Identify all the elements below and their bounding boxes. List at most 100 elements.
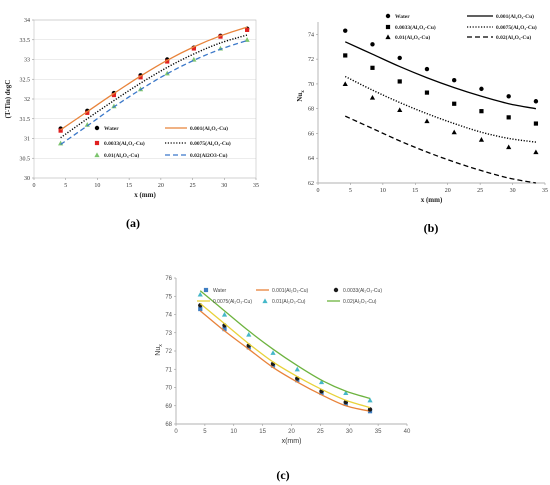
data-point [218, 34, 223, 39]
x-tick-label: 0 [174, 429, 178, 435]
x-tick-label: 25 [190, 183, 196, 189]
legend-marker-swatch [385, 13, 391, 19]
data-point [197, 291, 203, 297]
y-tick-label: 31.5 [20, 117, 31, 123]
data-point [424, 90, 430, 95]
data-point [85, 110, 90, 115]
y-axis-label-sub: x [301, 90, 306, 93]
x-tick-label: 5 [64, 183, 67, 189]
legend-marker-swatch [94, 152, 100, 158]
y-tick-label: 33.5 [20, 38, 31, 44]
legend-label: 0.01(Al₂O₃-Cu) [272, 299, 306, 305]
y-tick-label: 30.5 [20, 156, 31, 162]
data-point [506, 144, 512, 150]
legend-label: 0.0075(Al₂O₃-Cu) [496, 24, 537, 31]
x-axis-label: x (mm) [421, 196, 443, 204]
legend-label: 0.0033(Al₂O₃-Cu) [104, 140, 145, 147]
x-tick-label: 10 [94, 183, 100, 189]
y-tick-label: 31 [24, 137, 30, 143]
x-tick-label: 20 [158, 183, 164, 189]
legend-label: 0.001(Al₂O₃-Cu) [272, 288, 309, 294]
y-tick-label: 75 [165, 294, 172, 300]
y-axis-label: (T-Tin) degC [4, 80, 12, 119]
data-point [479, 86, 484, 92]
data-point [111, 92, 117, 98]
y-tick-label: 74 [165, 313, 172, 319]
x-tick-label: 5 [349, 188, 352, 194]
y-axis-label: Nux [296, 90, 306, 102]
y-tick-label: 68 [308, 107, 314, 113]
legend-label: 0.0075(Al₂O₃-Cu) [190, 140, 231, 147]
x-tick-label: 30 [221, 183, 227, 189]
y-tick-label: 66 [308, 131, 314, 137]
legend-label: Water [104, 126, 119, 132]
y-tick-label: 68 [165, 422, 172, 428]
legend-label: 0.01(Al₂O₃-Cu) [104, 152, 139, 159]
y-tick-label: 32.5 [20, 77, 31, 83]
data-point [506, 115, 511, 120]
x-tick-label: 15 [259, 429, 266, 435]
series-line [199, 290, 371, 400]
y-tick-label: 30 [24, 176, 30, 182]
data-point [424, 66, 430, 72]
data-point [191, 46, 196, 51]
panel-label: (a) [126, 216, 140, 230]
y-tick-label: 69 [165, 404, 172, 410]
data-point [424, 118, 430, 124]
y-axis-label-main: (T-Tin) degC [4, 80, 12, 119]
x-tick-label: 35 [542, 188, 548, 194]
x-axis-label: x(mm) [282, 438, 302, 445]
x-tick-label: 0 [317, 188, 320, 194]
legend-label: 0.02(Al₂O₃-Cu) [343, 299, 377, 305]
legend-marker-swatch [203, 287, 209, 293]
x-tick-label: 20 [445, 188, 451, 194]
series-line [60, 34, 248, 139]
data-point [244, 37, 250, 42]
legend-label: 0.0033(Al₂O₃-Cu) [343, 288, 382, 294]
x-tick-label: 5 [203, 429, 207, 435]
series-line [60, 39, 248, 145]
data-point [506, 94, 511, 99]
data-point [343, 28, 348, 33]
y-tick-label: 34 [24, 18, 30, 24]
legend-marker-swatch [385, 24, 391, 30]
y-axis-label-main: Nu [155, 347, 162, 356]
x-axis-label: x (mm) [134, 191, 156, 199]
x-tick-label: 30 [510, 188, 516, 194]
data-point [343, 53, 348, 58]
y-tick-label: 71 [165, 367, 172, 373]
y-tick-label: 72 [308, 57, 314, 63]
legend-label: 0.0033(Al₂O₃-Cu) [395, 24, 436, 31]
data-point [367, 397, 373, 403]
y-tick-label: 76 [165, 276, 172, 282]
data-point [452, 101, 457, 106]
data-point [370, 65, 375, 70]
legend-label: 0.001(Al₂O₃-Cu) [190, 125, 228, 132]
series-line [344, 115, 537, 184]
y-tick-label: 64 [308, 156, 314, 162]
panel-label: (b) [424, 221, 439, 235]
x-tick-label: 30 [346, 429, 353, 435]
data-point [397, 79, 402, 84]
x-tick-label: 35 [253, 183, 259, 189]
legend-label: 0.01(Al₂O₃-Cu) [395, 34, 430, 41]
y-axis-label-sub: x [158, 344, 164, 347]
legend-marker-swatch [94, 125, 100, 131]
y-tick-label: 73 [165, 331, 172, 337]
data-point [270, 350, 276, 355]
y-tick-label: 74 [308, 32, 314, 38]
legend-marker-swatch [385, 34, 391, 40]
data-point [479, 109, 484, 114]
data-point [533, 121, 539, 126]
data-point [198, 306, 203, 312]
y-tick-label: 72 [165, 349, 172, 355]
x-tick-label: 15 [412, 188, 418, 194]
data-point [370, 42, 375, 47]
data-point [294, 366, 300, 372]
panel-label: (c) [276, 468, 289, 482]
y-tick-label: 32 [24, 97, 30, 103]
data-point [369, 94, 376, 100]
data-point [367, 407, 373, 412]
y-axis-label: Nux [155, 344, 164, 356]
